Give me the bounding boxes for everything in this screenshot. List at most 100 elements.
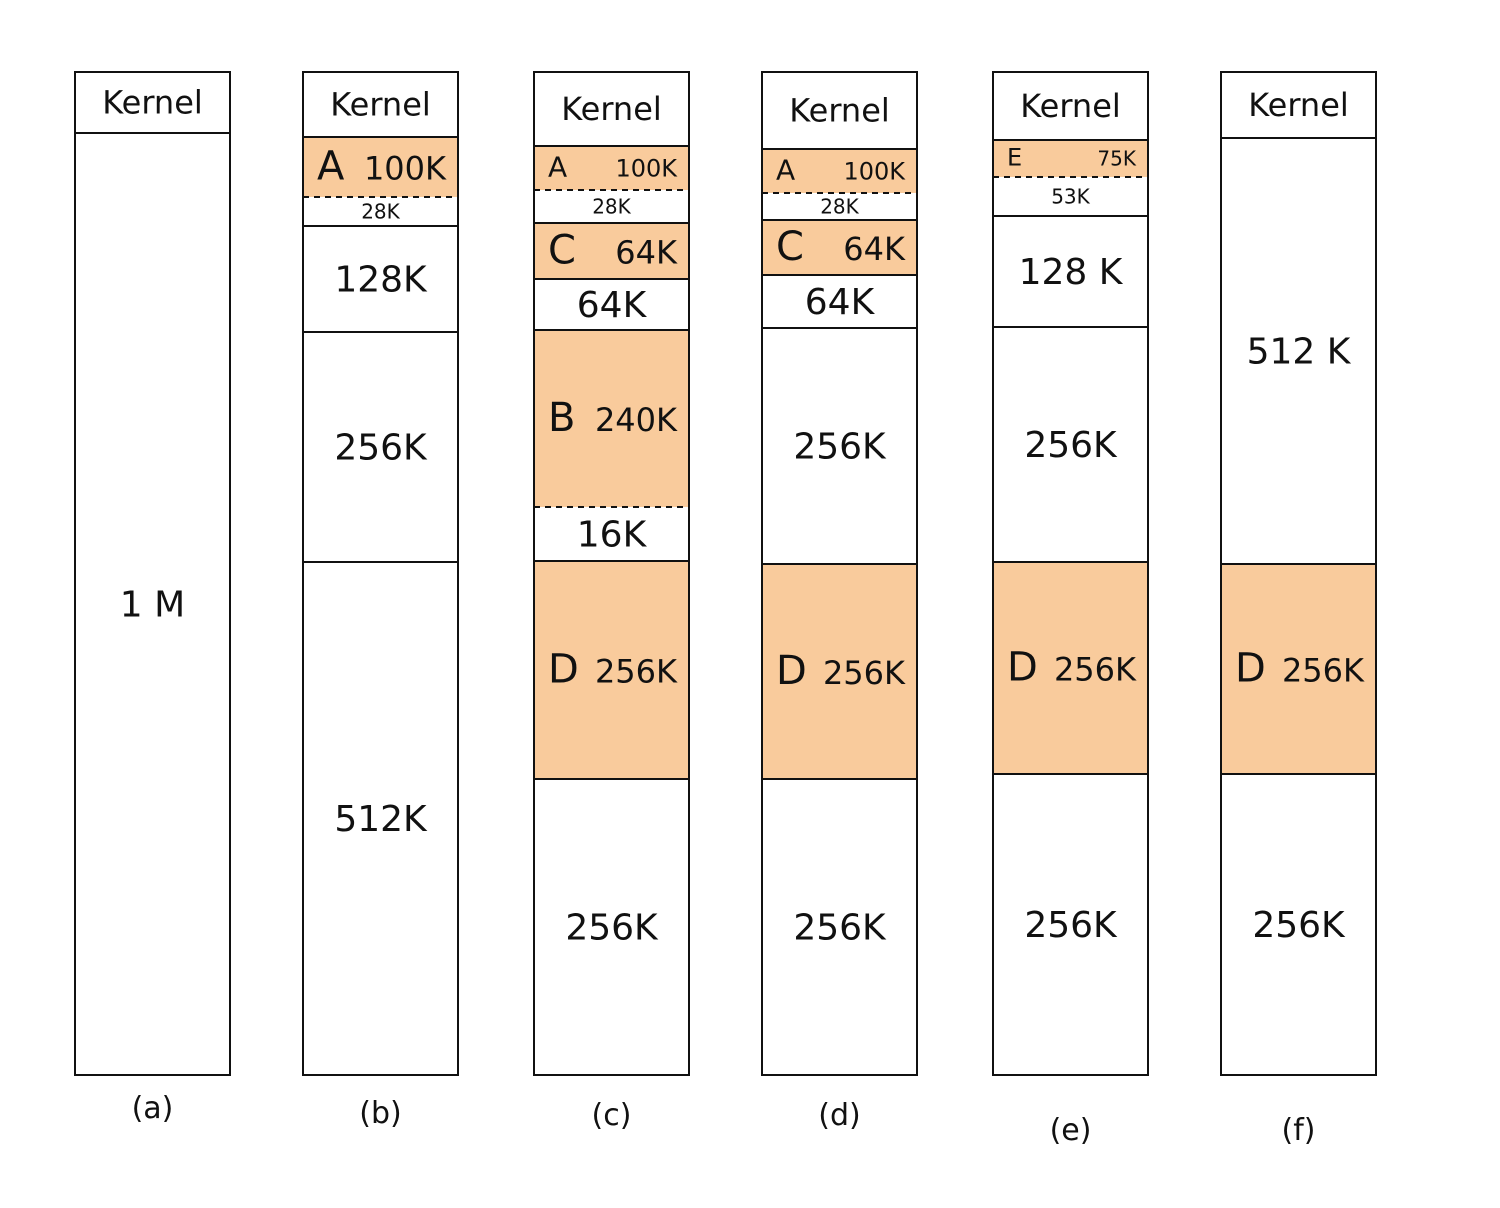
free-block: 128 K xyxy=(993,215,1148,327)
column-frame xyxy=(302,71,459,1076)
memory-column-a: Kernel 1 M (a) xyxy=(74,71,231,1126)
block-size-label: 240K xyxy=(595,401,678,439)
block-size-label: 256K xyxy=(595,653,678,691)
block-fill xyxy=(75,133,230,1075)
column-caption: (c) xyxy=(592,1098,632,1133)
block-size-label: 512 K xyxy=(1247,332,1352,373)
block-size-label: 256K xyxy=(1024,425,1118,466)
process-name-label: A xyxy=(548,150,567,183)
process-name-label: B xyxy=(548,395,575,441)
kernel-block: Kernel xyxy=(75,72,230,133)
allocated-block: D 256K xyxy=(762,563,917,779)
block-size-label: 64K xyxy=(577,285,648,326)
block-size-label: 128K xyxy=(334,260,428,301)
free-block: 28K xyxy=(762,192,917,220)
free-block: 512 K xyxy=(1221,137,1376,564)
block-size-label: 256K xyxy=(334,428,428,469)
block-size-label: 28K xyxy=(820,195,859,219)
block-size-label: 256K xyxy=(823,654,906,692)
allocated-block: B 240K xyxy=(534,329,689,507)
free-block: 256K xyxy=(303,331,458,562)
free-block: 256K xyxy=(993,773,1148,1075)
process-name-label: D xyxy=(1007,645,1038,691)
block-size-label: 256K xyxy=(565,908,659,949)
block-fill xyxy=(303,332,458,562)
block-fill xyxy=(1221,564,1376,774)
block-size-label: 100K xyxy=(843,157,906,185)
block-fill xyxy=(762,193,917,220)
free-block: 512K xyxy=(303,561,458,1075)
column-frame xyxy=(992,71,1149,1076)
block-fill xyxy=(534,190,689,223)
block-fill xyxy=(993,562,1148,774)
block-fill xyxy=(993,216,1148,327)
free-block: 16K xyxy=(534,506,689,561)
memory-column-f: Kernel 512 K D 256K 256K (f) xyxy=(1220,71,1377,1148)
kernel-label: Kernel xyxy=(1248,86,1349,124)
free-block: 256K xyxy=(762,327,917,564)
free-block: 256K xyxy=(762,778,917,1075)
process-name-label: D xyxy=(548,647,579,693)
block-fill xyxy=(303,562,458,1075)
process-name-label: D xyxy=(776,648,807,694)
process-name-label: D xyxy=(1235,646,1266,692)
block-fill xyxy=(534,223,689,279)
block-fill xyxy=(534,779,689,1075)
allocated-block: D 256K xyxy=(1221,563,1376,774)
block-size-label: 128 K xyxy=(1019,252,1124,293)
block-size-label: 256K xyxy=(1252,905,1346,946)
kernel-block: Kernel xyxy=(534,72,689,146)
allocated-block: A 100K xyxy=(762,148,917,193)
kernel-label: Kernel xyxy=(789,92,890,130)
block-fill xyxy=(534,279,689,330)
block-fill xyxy=(993,140,1148,177)
column-frame xyxy=(1220,71,1377,1076)
block-fill xyxy=(1221,774,1376,1075)
block-fill xyxy=(993,327,1148,562)
block-size-label: 256K xyxy=(1282,652,1365,690)
block-size-label: 16K xyxy=(577,515,648,556)
free-block: 1 M xyxy=(75,132,230,1075)
free-block: 256K xyxy=(534,778,689,1075)
kernel-label: Kernel xyxy=(1020,87,1121,125)
allocated-block: A 100K xyxy=(303,136,458,197)
column-caption: (d) xyxy=(818,1098,860,1133)
kernel-block: Kernel xyxy=(993,72,1148,140)
block-fill xyxy=(534,330,689,507)
allocated-block: E 75K xyxy=(993,139,1148,177)
block-size-label: 1 M xyxy=(120,585,185,626)
block-fill xyxy=(534,72,689,146)
block-fill xyxy=(303,137,458,197)
block-size-label: 64K xyxy=(615,234,678,272)
process-name-label: C xyxy=(548,228,576,274)
block-fill xyxy=(762,220,917,275)
column-caption: (b) xyxy=(359,1096,401,1131)
process-name-label: E xyxy=(1007,144,1022,172)
process-name-label: A xyxy=(776,153,795,186)
block-size-label: 256K xyxy=(793,908,887,949)
free-block: 28K xyxy=(303,196,458,226)
block-fill xyxy=(762,564,917,779)
allocated-block: C 64K xyxy=(534,222,689,279)
allocated-block: D 256K xyxy=(534,560,689,779)
kernel-label: Kernel xyxy=(330,86,431,124)
allocated-block: A 100K xyxy=(534,145,689,190)
block-fill xyxy=(762,72,917,149)
block-size-label: 100K xyxy=(615,154,678,182)
block-fill xyxy=(1221,138,1376,564)
block-size-label: 256K xyxy=(793,427,887,468)
free-block: 53K xyxy=(993,176,1148,216)
free-block: 128K xyxy=(303,225,458,332)
kernel-label: Kernel xyxy=(102,84,203,122)
allocated-block: C 64K xyxy=(762,219,917,275)
block-fill xyxy=(1221,72,1376,138)
free-block: 64K xyxy=(534,278,689,330)
process-name-label: C xyxy=(776,224,804,270)
kernel-block: Kernel xyxy=(762,72,917,149)
kernel-label: Kernel xyxy=(561,90,662,128)
column-caption: (e) xyxy=(1050,1113,1092,1148)
memory-column-b: Kernel A 100K 28K 128K 256K 512K (b) xyxy=(302,71,459,1131)
block-fill xyxy=(534,507,689,561)
block-size-label: 64K xyxy=(843,230,906,268)
